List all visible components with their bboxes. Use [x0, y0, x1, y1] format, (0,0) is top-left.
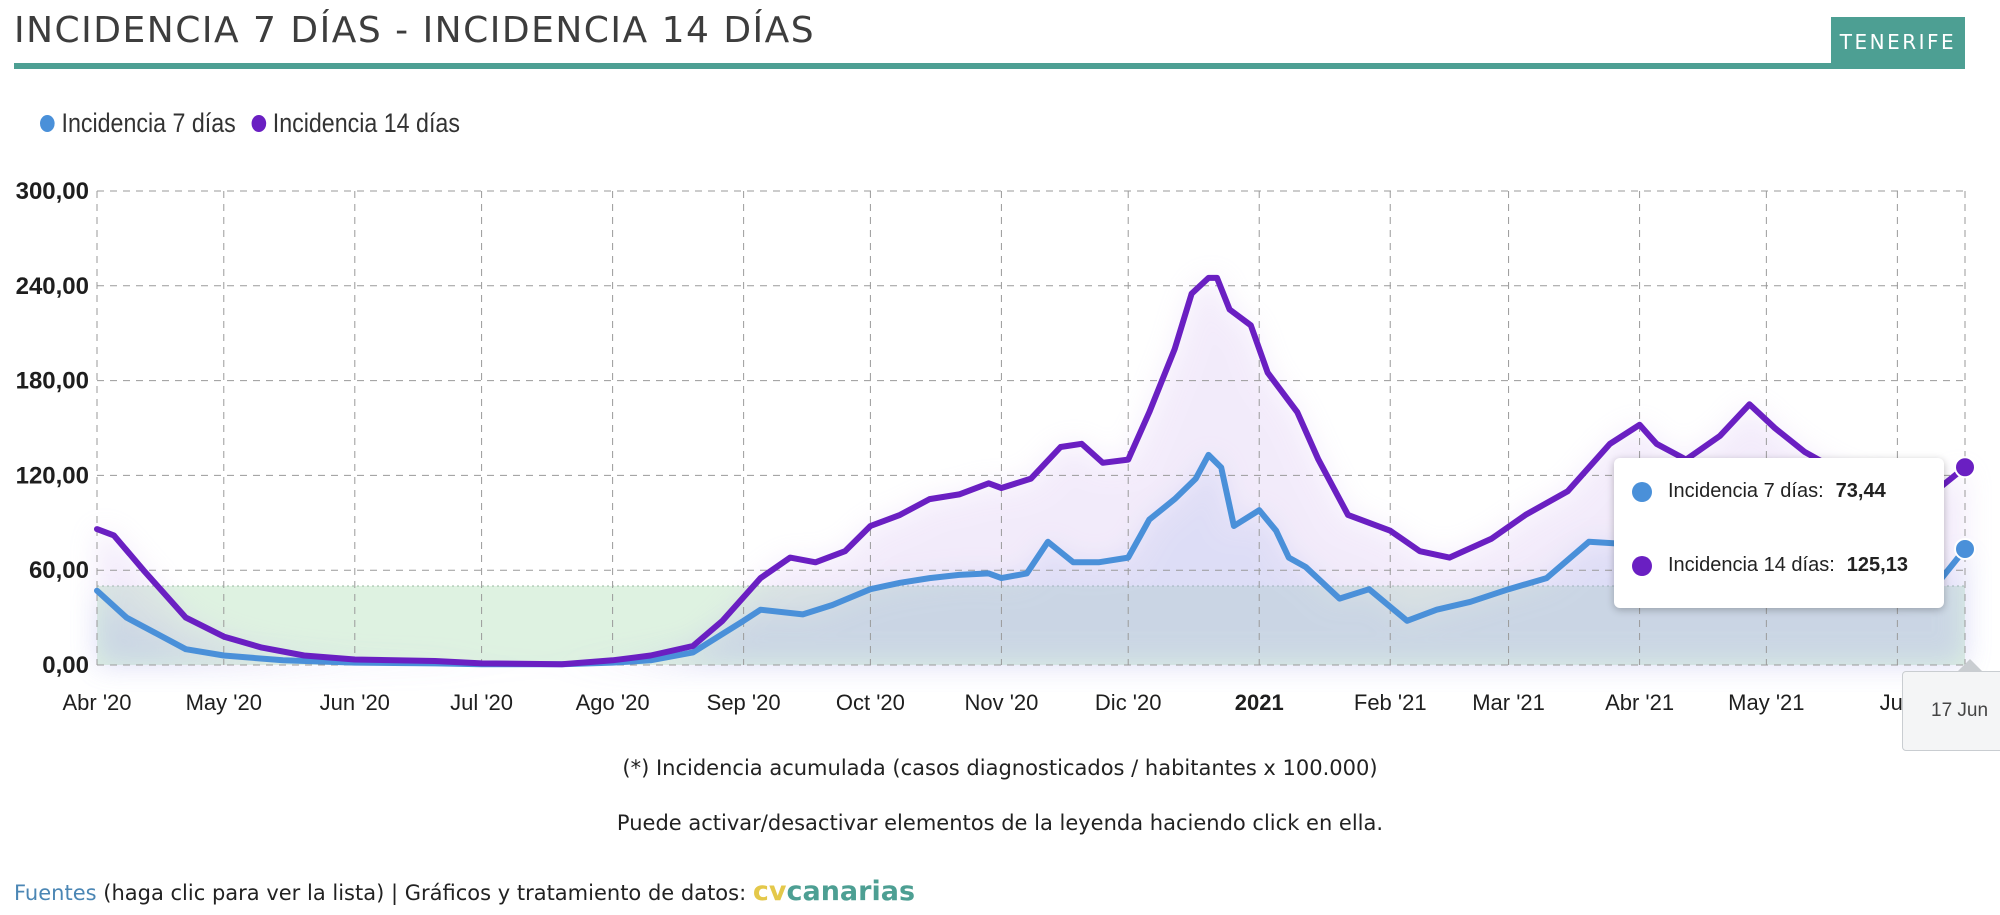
y-tick-label: 180,00 [16, 368, 89, 395]
title-underline [14, 63, 1965, 69]
tooltip-label-14-dias: Incidencia 14 días: [1668, 554, 1835, 576]
legend-item-7-dias[interactable]: Incidencia 7 días [40, 108, 236, 139]
series-line-14-dias [94, 274, 1968, 668]
x-tick-label: Abr '21 [1605, 690, 1674, 715]
x-tick-label: 2021 [1235, 690, 1284, 715]
y-tick-label: 300,00 [16, 178, 89, 205]
series-endpoint-7-dias [1954, 537, 1976, 560]
series-endpoint-14-dias [1954, 456, 1976, 479]
brand-logo[interactable]: cvcanarias [753, 876, 915, 907]
y-tick-label: 240,00 [16, 273, 89, 300]
legend-item-14-dias[interactable]: Incidencia 14 días [251, 108, 460, 139]
x-tick-label: Nov '20 [964, 690, 1038, 715]
chart-title: INCIDENCIA 7 DÍAS - INCIDENCIA 14 DÍAS [14, 10, 816, 51]
legend-label-14-dias: Incidencia 14 días [272, 108, 460, 138]
legend-hint: Puede activar/desactivar elementos de la… [616, 811, 1384, 835]
footer-separator: | [390, 881, 399, 905]
footnote: (*) Incidencia acumulada (casos diagnost… [622, 756, 1378, 780]
date-tooltip: 17 Jun [1902, 671, 2000, 751]
x-tick-label: May '20 [186, 690, 262, 715]
legend-label-7-dias: Incidencia 7 días [61, 108, 236, 138]
credit-text: Gráficos y tratamiento de datos: [404, 881, 747, 905]
brand-canarias: canarias [786, 876, 916, 907]
sources-hint: (haga clic para ver la lista) [103, 881, 385, 905]
series-glow-2 [97, 277, 1965, 665]
tooltip-value-14-dias: 125,13 [1846, 554, 1908, 576]
tooltip-row-7-dias: Incidencia 7 días: 73,44 [1632, 480, 1886, 503]
tooltip-value-7-dias: 73,44 [1835, 480, 1886, 502]
x-tick-label: Jun '20 [320, 690, 390, 715]
x-tick-label: Feb '21 [1354, 690, 1427, 715]
tooltip-dot-7-dias [1632, 481, 1652, 502]
tooltip-label-7-dias: Incidencia 7 días: [1668, 480, 1824, 502]
tooltip-dot-14-dias [1632, 555, 1652, 576]
x-tick-label: Sep '20 [707, 690, 781, 715]
x-tick-label: Dic '20 [1095, 690, 1162, 715]
x-tick-label: Abr '20 [62, 690, 131, 715]
brand-cv: cv [752, 876, 787, 907]
y-tick-label: 60,00 [29, 557, 89, 584]
footer: Fuentes (haga clic para ver la lista) | … [14, 876, 915, 907]
x-tick-label: Jul '20 [450, 690, 513, 715]
sources-link[interactable]: Fuentes [14, 881, 97, 905]
region-badge: TENERIFE [1831, 17, 1965, 67]
x-tick-label: Ago '20 [576, 690, 650, 715]
date-tip-arrow [1958, 659, 1982, 671]
y-tick-label: 0,00 [42, 652, 89, 679]
legend-dot-7-dias [40, 115, 55, 132]
x-tick-label: Oct '20 [836, 690, 905, 715]
hover-tooltip: Incidencia 7 días: 73,44 Incidencia 14 d… [1614, 458, 1944, 608]
tooltip-row-14-dias: Incidencia 14 días: 125,13 [1632, 554, 1908, 577]
chart-legend: Incidencia 7 días Incidencia 14 días [40, 108, 460, 139]
x-tick-label: May '21 [1728, 690, 1804, 715]
incidence-line-chart[interactable]: 0,00 60,00 120,00 180,00 240,00 300,00 Abr '20… [0, 0, 2000, 760]
x-tick-label: Mar '21 [1472, 690, 1545, 715]
legend-dot-14-dias [251, 115, 266, 132]
y-tick-label: 120,00 [16, 462, 89, 489]
